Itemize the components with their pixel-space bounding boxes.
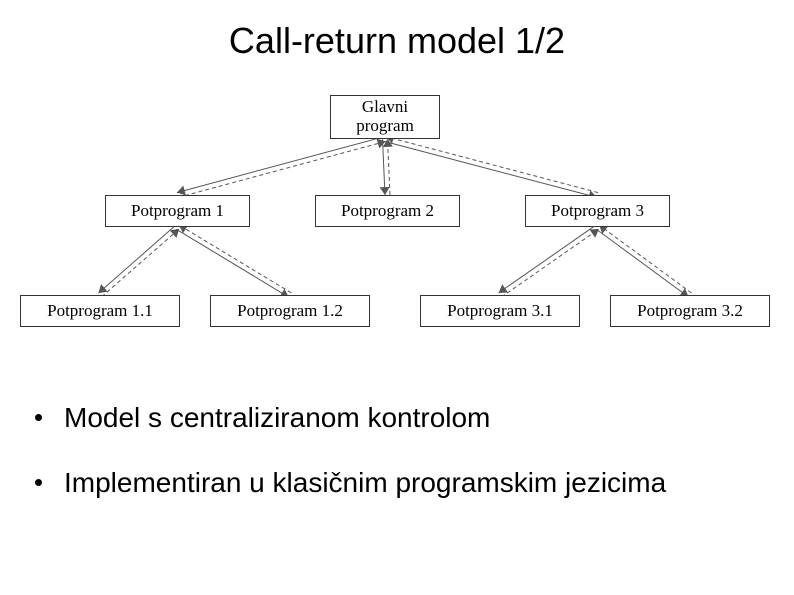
list-item: Model s centraliziranom kontrolom <box>35 400 755 435</box>
diagram-node-p11: Potprogram 1.1 <box>20 295 180 327</box>
diagram-node-p32: Potprogram 3.2 <box>610 295 770 327</box>
bullet-text: Implementiran u klasičnim programskim je… <box>64 465 666 500</box>
page-title: Call-return model 1/2 <box>0 20 794 62</box>
list-item: Implementiran u klasičnim programskim je… <box>35 465 755 500</box>
diagram-node-p31: Potprogram 3.1 <box>420 295 580 327</box>
call-return-diagram: Glavniprogram Potprogram 1 Potprogram 2 Pot… <box>20 95 774 355</box>
bullet-text: Model s centraliziranom kontrolom <box>64 400 490 435</box>
bullet-list: Model s centraliziranom kontrolom Implem… <box>35 400 755 530</box>
bullet-icon <box>35 479 42 486</box>
diagram-node-p2: Potprogram 2 <box>315 195 460 227</box>
diagram-node-p1: Potprogram 1 <box>105 195 250 227</box>
diagram-node-root: Glavniprogram <box>330 95 440 139</box>
diagram-node-p12: Potprogram 1.2 <box>210 295 370 327</box>
diagram-node-p3: Potprogram 3 <box>525 195 670 227</box>
bullet-icon <box>35 414 42 421</box>
